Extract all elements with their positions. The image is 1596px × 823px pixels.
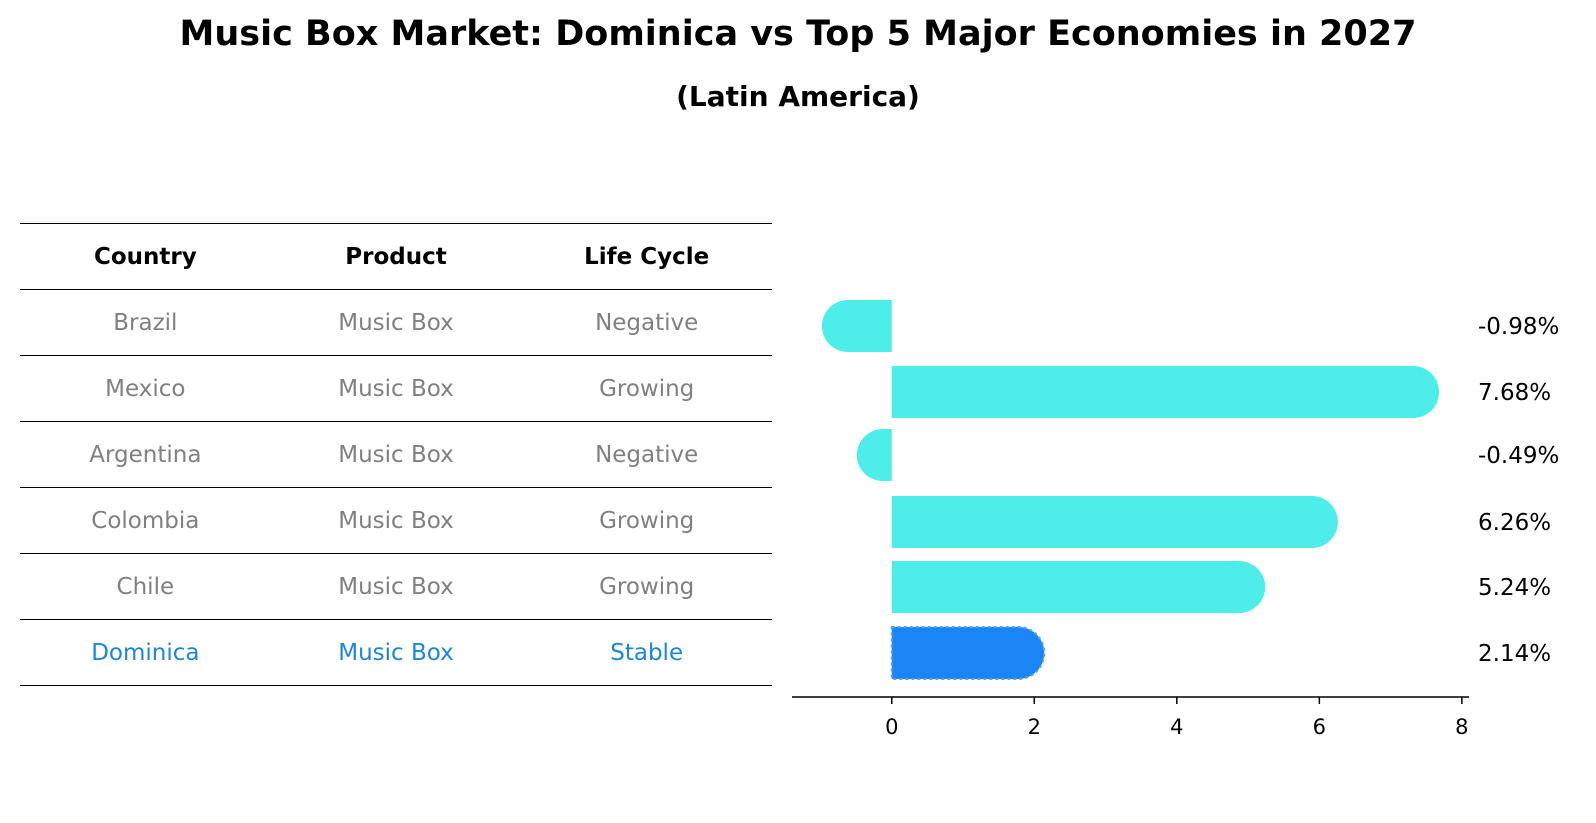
cell-product: Music Box — [338, 309, 454, 336]
cell-country: Argentina — [89, 441, 202, 468]
bar-dominica — [890, 626, 1046, 680]
bar-argentina — [856, 429, 892, 481]
cell-country: Dominica — [91, 639, 200, 666]
x-tick-label: 6 — [1313, 715, 1326, 739]
x-tick-label: 4 — [1170, 715, 1183, 739]
data-table: Country Product Life Cycle Brazil Music … — [20, 223, 772, 686]
cell-country: Colombia — [91, 507, 200, 534]
cell-country: Brazil — [113, 309, 178, 336]
table-row-highlight: Dominica Music Box Stable — [20, 620, 772, 686]
cell-product: Music Box — [338, 639, 454, 666]
table-row: Chile Music Box Growing — [20, 554, 772, 620]
cell-life-cycle: Growing — [599, 375, 695, 402]
cell-product: Music Box — [338, 441, 454, 468]
cell-product: Music Box — [338, 507, 454, 534]
header-country: Country — [93, 243, 197, 270]
x-tick-label: 8 — [1455, 715, 1468, 739]
value-label: -0.49% — [1478, 443, 1559, 469]
table-header-row: Country Product Life Cycle — [20, 224, 772, 290]
table-row: Argentina Music Box Negative — [20, 422, 772, 488]
cell-product: Music Box — [338, 573, 454, 600]
value-label: 5.24% — [1478, 575, 1551, 601]
table-row: Mexico Music Box Growing — [20, 356, 772, 422]
cell-life-cycle: Stable — [610, 639, 684, 666]
value-label: 7.68% — [1478, 380, 1551, 406]
cell-product: Music Box — [338, 375, 454, 402]
header-product: Product — [345, 243, 447, 270]
x-tick-label: 2 — [1028, 715, 1041, 739]
cell-life-cycle: Growing — [599, 573, 695, 600]
table-row: Colombia Music Box Growing — [20, 488, 772, 554]
chart-title: Music Box Market: Dominica vs Top 5 Majo… — [179, 14, 1417, 54]
bar-mexico — [891, 366, 1440, 418]
bar-chile — [891, 561, 1266, 613]
value-label: 2.14% — [1478, 641, 1551, 667]
bar-brazil — [821, 300, 892, 352]
x-tick-label: 0 — [885, 715, 898, 739]
cell-country: Chile — [116, 573, 175, 600]
cell-life-cycle: Negative — [595, 441, 699, 468]
bar-colombia — [891, 496, 1338, 548]
cell-country: Mexico — [105, 375, 186, 402]
cell-life-cycle: Growing — [599, 507, 695, 534]
value-label: -0.98% — [1478, 314, 1559, 340]
table-row: Brazil Music Box Negative — [20, 290, 772, 356]
cell-life-cycle: Negative — [595, 309, 699, 336]
value-label: 6.26% — [1478, 510, 1551, 536]
chart-subtitle: (Latin America) — [676, 80, 920, 113]
header-life-cycle: Life Cycle — [584, 243, 710, 270]
